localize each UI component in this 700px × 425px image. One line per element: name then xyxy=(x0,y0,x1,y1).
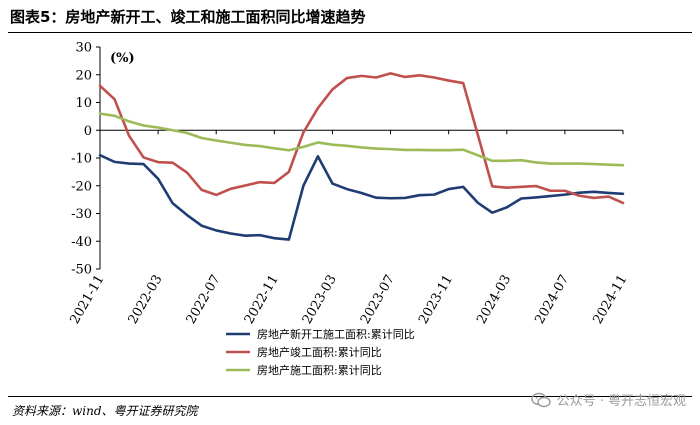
legend-label-2: 房地产竣工面积:累计同比 xyxy=(257,345,382,359)
y-tick-label: -30 xyxy=(71,207,92,222)
y-tick-label: -50 xyxy=(71,263,92,278)
chart-series xyxy=(98,72,625,241)
top-rule xyxy=(8,32,692,33)
chart-axes: -50 -40 -30 -20 -10 0 10 20 30 (%) 2021-11 2022-03 2… xyxy=(67,41,630,327)
x-tick-label: 2024-03 xyxy=(474,273,514,327)
series-line-3 xyxy=(98,112,625,167)
watermark-text: 公众号 · 粤开志恒宏观 xyxy=(556,394,686,409)
y-tick-label: 10 xyxy=(75,96,92,111)
x-tick-label: 2023-03 xyxy=(300,273,340,327)
y-tick-label: 0 xyxy=(84,124,92,139)
bottom-rule xyxy=(8,396,692,397)
wechat-icon xyxy=(530,392,551,407)
legend-label-3: 房地产施工面积:累计同比 xyxy=(257,363,382,377)
x-tick-label: 2022-11 xyxy=(242,273,282,327)
series-line-1 xyxy=(98,153,625,241)
series-line-2 xyxy=(98,72,625,205)
x-tick-label: 2023-07 xyxy=(358,273,398,327)
x-tick-label: 2023-11 xyxy=(416,273,456,327)
y-tick-label: -10 xyxy=(71,152,92,167)
x-tick-label: 2021-11 xyxy=(67,273,107,327)
y-tick-label: -40 xyxy=(71,235,92,250)
x-tick-label: 2024-11 xyxy=(590,273,630,327)
figure-title: 图表5：房地产新开工、竣工和施工面积同比增速趋势 xyxy=(10,8,366,26)
y-tick-label: 20 xyxy=(75,68,92,83)
watermark: 公众号 · 粤开志恒宏观 xyxy=(530,390,686,409)
y-tick-label: -20 xyxy=(71,179,92,194)
legend-label-1: 房地产新开工施工面积:累计同比 xyxy=(257,327,415,341)
y-tick-label: 30 xyxy=(75,41,92,56)
x-tick-label: 2022-07 xyxy=(184,273,224,327)
x-tick-label: 2022-03 xyxy=(126,273,166,327)
source-note: 资料来源：wind、粤开证券研究院 xyxy=(12,404,198,418)
x-tick-label: 2024-07 xyxy=(532,273,572,327)
y-axis-unit-label: (%) xyxy=(110,51,135,66)
